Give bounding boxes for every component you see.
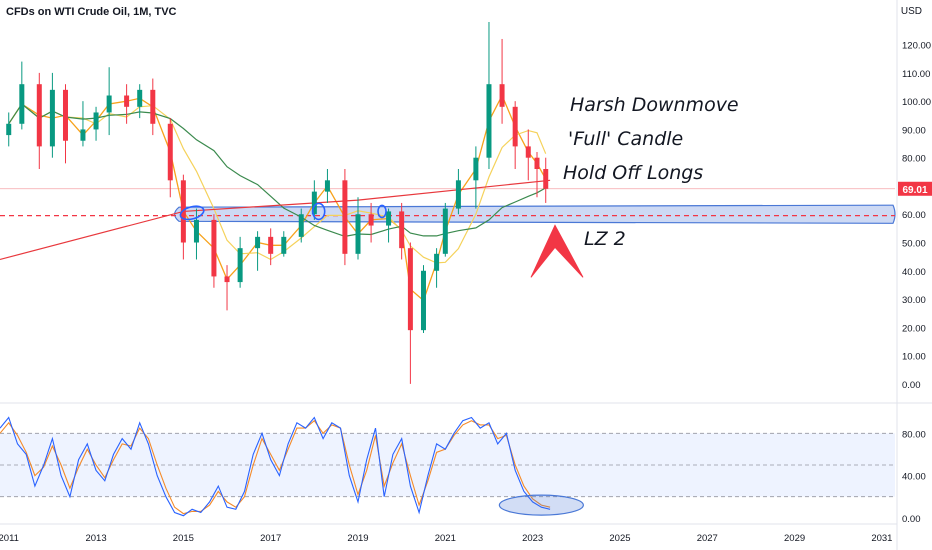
candle-body [255,236,261,249]
candle-body [298,214,304,237]
liquidity-zone-lz2 [174,204,896,224]
price-tick-label: 30.00 [902,295,926,306]
price-badge-value: 69.01 [902,185,927,196]
moving-average-fast [8,93,547,302]
time-tick-label: 2011 [0,533,19,544]
annotation-harsh-downmove: Harsh Downmove [570,94,739,116]
candle-body [80,129,86,141]
candle-body [150,89,156,124]
price-badge-bg [898,181,932,196]
candle-body [167,123,173,181]
moving-average-mid [8,103,547,264]
candle-body [386,211,392,226]
candle-body [93,112,99,130]
candle-body [543,169,549,189]
candle-body [237,248,243,283]
candle-body [106,95,112,113]
candle-body [442,208,448,254]
price-tick-label: 80.00 [902,154,926,165]
candle-body [211,219,217,277]
time-tick-label: 2019 [347,533,368,544]
candle-body [19,84,25,124]
candle-body [224,276,230,283]
time-tick-label: 2017 [260,533,281,544]
price-tick-label: 100.00 [902,97,931,108]
candle-body [342,180,348,254]
price-tick-label: 60.00 [902,210,926,221]
time-tick-label: 2015 [173,533,194,544]
stoch-oversold-highlight [498,494,584,516]
stoch-k-line [0,416,551,517]
circle-marker-3 [377,204,387,219]
candle-body [499,84,505,107]
circle-marker-1 [179,205,205,221]
candle-body [420,270,426,331]
candle-body [193,219,199,243]
candle-body [124,95,130,107]
candle-body [407,248,413,331]
price-tick-label: 50.00 [902,239,926,250]
candle-body [368,214,374,226]
candle-body [36,84,42,147]
time-tick-label: 2013 [85,533,106,544]
candle-body [512,106,518,147]
circle-marker-2 [311,202,326,221]
moving-average-long [0,179,551,261]
candle-body [268,236,274,254]
candle-body [311,191,317,215]
time-tick-label: 2025 [609,533,630,544]
time-tick-label: 2029 [784,533,805,544]
candle-body [62,89,68,141]
time-tick-label: 2023 [522,533,543,544]
candle-body [525,146,531,158]
candle-body [281,236,287,254]
candle-body [534,157,540,170]
stoch-tick-label: 0.00 [902,514,921,525]
price-tick-label: 40.00 [902,267,926,278]
candle-body [473,157,479,181]
time-tick-label: 2031 [871,533,892,544]
candle-body [355,214,361,254]
price-tick-label: 110.00 [902,69,930,80]
candle-body [399,211,405,249]
time-tick-label: 2027 [697,533,718,544]
candle-body [49,89,55,147]
time-tick-label: 2021 [435,533,456,544]
price-tick-label: 20.00 [902,323,926,334]
stoch-tick-label: 80.00 [902,429,926,440]
moving-average-slow [8,103,546,238]
price-tick-label: 0.00 [902,380,921,391]
annotation-full-candle: 'Full' Candle [568,128,684,150]
candle-body [324,180,330,192]
candle-body [455,180,461,209]
chart-title: CFDs on WTI Crude Oil, 1M, TVC [6,6,177,18]
currency-label: USD [900,6,922,17]
price-tick-label: 90.00 [902,125,926,136]
annotation-lz2: LZ 2 [584,228,626,250]
price-tick-label: 10.00 [902,352,926,363]
price-tick-label: 120.00 [902,41,931,52]
candle-body [6,123,12,136]
stoch-tick-label: 40.00 [902,472,926,483]
candle-body [137,89,143,107]
red-arrow-marker [530,224,584,278]
annotation-hold-off-longs: Hold Off Longs [563,162,704,184]
candle-body [434,253,440,271]
candle-body [486,84,492,158]
